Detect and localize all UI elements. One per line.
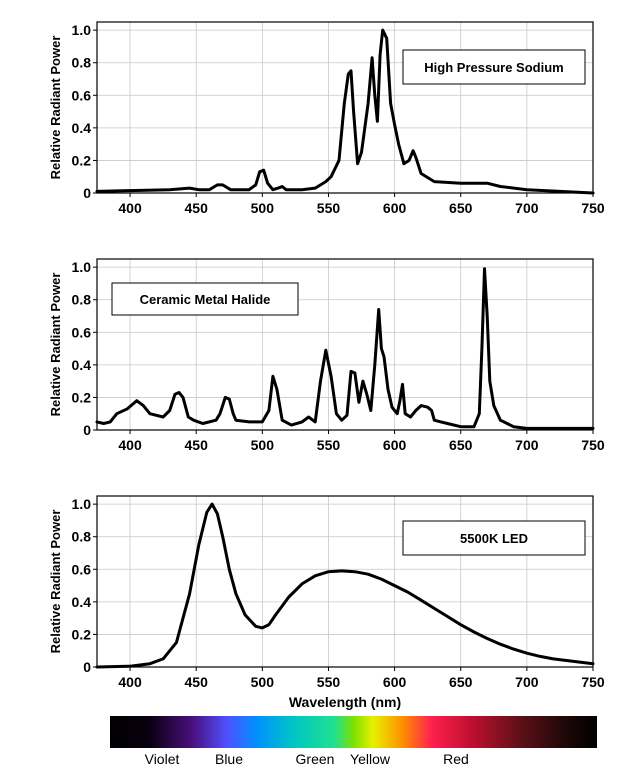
spectrum-label-green: Green xyxy=(296,751,335,767)
y-tick-label: 0.4 xyxy=(72,594,92,610)
series-line xyxy=(95,502,595,669)
chart-panel-2: 400 450 500 550 600 650 700 750 0 0.2 0.4 0.6 0.8 1.0… xyxy=(48,258,605,453)
y-tick-label: 0.2 xyxy=(72,626,92,642)
legend-box xyxy=(111,282,299,316)
x-tick-label: 750 xyxy=(581,437,605,453)
plot-frame xyxy=(96,21,594,194)
x-tick-label: 750 xyxy=(581,200,605,216)
y-tick-label: 0 xyxy=(83,659,91,675)
spectrum-label-violet: Violet xyxy=(145,751,180,767)
y-axis-label: Relative Radiant Power xyxy=(48,36,63,180)
spectrum-label-yellow: Yellow xyxy=(350,751,391,767)
y-tick-label: 0.6 xyxy=(72,561,92,577)
x-tick-label: 400 xyxy=(118,437,142,453)
chart-panel-3: 400 450 500 550 600 650 700 750 0 0.2 0.4 0.6 0.8 1.0… xyxy=(48,495,605,710)
y-tick-label: 1.0 xyxy=(72,22,92,38)
y-tick-label: 1.0 xyxy=(72,259,92,275)
x-tick-label: 600 xyxy=(383,674,407,690)
legend-label: 5500K LED xyxy=(460,531,528,546)
legend-label: High Pressure Sodium xyxy=(424,60,563,75)
x-tick-label: 700 xyxy=(515,200,539,216)
spectrum-gradient xyxy=(110,716,597,748)
y-tick-label: 0.8 xyxy=(72,529,92,545)
x-tick-label: 400 xyxy=(118,200,142,216)
y-tick-label: 0 xyxy=(83,422,91,438)
series-line xyxy=(95,28,595,195)
x-tick-label: 450 xyxy=(185,437,209,453)
legend-box xyxy=(402,49,586,85)
y-tick-label: 0 xyxy=(83,185,91,201)
y-tick-label: 1.0 xyxy=(72,496,92,512)
y-tick-label: 0.8 xyxy=(72,55,92,71)
y-tick-label: 0.6 xyxy=(72,87,92,103)
x-tick-label: 450 xyxy=(185,200,209,216)
x-tick-label: 700 xyxy=(515,674,539,690)
chart-panel-1: 400 450 500 550 600 650 700 750 0 0.2 0.4 0.6 0.8 1.0… xyxy=(48,21,605,216)
legend-box xyxy=(402,520,586,556)
x-tick-label: 600 xyxy=(383,200,407,216)
y-tick-label: 0.2 xyxy=(72,389,92,405)
legend-label: Ceramic Metal Halide xyxy=(140,292,271,307)
x-tick-label: 650 xyxy=(449,200,473,216)
x-tick-label: 650 xyxy=(449,674,473,690)
x-tick-label: 550 xyxy=(317,437,341,453)
series-line xyxy=(95,267,595,430)
plot-frame xyxy=(96,258,594,431)
x-tick-label: 700 xyxy=(515,437,539,453)
y-tick-label: 0.4 xyxy=(72,357,92,373)
x-tick-label: 500 xyxy=(251,200,275,216)
y-axis-label: Relative Radiant Power xyxy=(48,273,63,417)
y-tick-label: 0.8 xyxy=(72,292,92,308)
x-tick-label: 500 xyxy=(251,437,275,453)
x-axis-label: Wavelength (nm) xyxy=(289,694,401,710)
x-tick-label: 600 xyxy=(383,437,407,453)
x-tick-label: 550 xyxy=(317,200,341,216)
x-tick-label: 500 xyxy=(251,674,275,690)
y-tick-label: 0.2 xyxy=(72,152,92,168)
x-tick-label: 400 xyxy=(118,674,142,690)
visible-spectrum-bar: Violet Blue Green Yellow Red xyxy=(110,716,597,767)
y-axis-label: Relative Radiant Power xyxy=(48,510,63,654)
y-tick-label: 0.4 xyxy=(72,120,92,136)
plot-frame xyxy=(96,495,594,668)
x-tick-label: 650 xyxy=(449,437,473,453)
spectrum-label-blue: Blue xyxy=(215,751,243,767)
x-tick-label: 450 xyxy=(185,674,209,690)
spectrum-label-red: Red xyxy=(443,751,469,767)
x-tick-label: 550 xyxy=(317,674,341,690)
y-tick-label: 0.6 xyxy=(72,324,92,340)
x-tick-label: 750 xyxy=(581,674,605,690)
